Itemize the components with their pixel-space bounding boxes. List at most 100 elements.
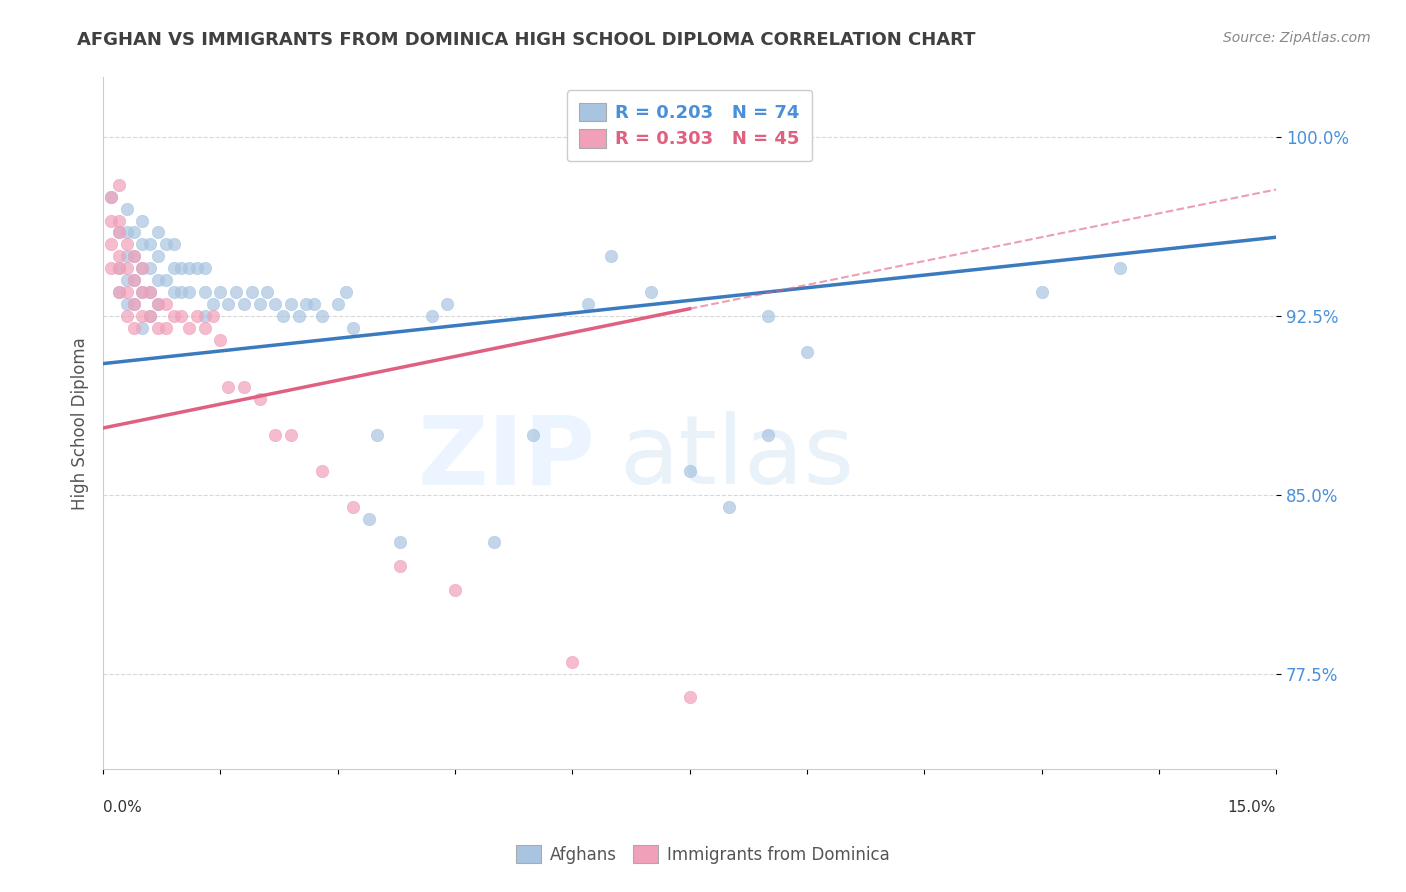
- Point: [107, 213, 129, 227]
- Point: [162, 237, 184, 252]
- Point: [522, 428, 544, 442]
- Point: [146, 273, 169, 287]
- Point: [194, 261, 217, 276]
- Point: [124, 297, 146, 311]
- Point: [131, 261, 153, 276]
- Point: [201, 297, 224, 311]
- Point: [107, 285, 129, 299]
- Point: [756, 428, 779, 442]
- Text: AFGHAN VS IMMIGRANTS FROM DOMINICA HIGH SCHOOL DIPLOMA CORRELATION CHART: AFGHAN VS IMMIGRANTS FROM DOMINICA HIGH …: [77, 31, 976, 49]
- Point: [186, 309, 208, 323]
- Point: [217, 380, 239, 394]
- Point: [342, 500, 364, 514]
- Point: [115, 285, 138, 299]
- Legend: R = 0.203   N = 74, R = 0.303   N = 45: R = 0.203 N = 74, R = 0.303 N = 45: [567, 90, 813, 161]
- Legend: Afghans, Immigrants from Dominica: Afghans, Immigrants from Dominica: [510, 838, 896, 871]
- Point: [115, 309, 138, 323]
- Point: [756, 309, 779, 323]
- Point: [389, 535, 412, 549]
- Point: [249, 392, 271, 407]
- Point: [146, 226, 169, 240]
- Point: [124, 273, 146, 287]
- Point: [146, 297, 169, 311]
- Point: [170, 309, 193, 323]
- Point: [179, 261, 201, 276]
- Point: [179, 321, 201, 335]
- Point: [295, 297, 318, 311]
- Point: [194, 309, 217, 323]
- Point: [131, 321, 153, 335]
- Point: [194, 285, 217, 299]
- Point: [146, 249, 169, 263]
- Point: [107, 226, 129, 240]
- Point: [1108, 261, 1130, 276]
- Point: [366, 428, 388, 442]
- Point: [124, 249, 146, 263]
- Point: [155, 273, 177, 287]
- Point: [155, 237, 177, 252]
- Point: [420, 309, 443, 323]
- Point: [561, 655, 583, 669]
- Point: [796, 344, 818, 359]
- Point: [304, 297, 326, 311]
- Text: Source: ZipAtlas.com: Source: ZipAtlas.com: [1223, 31, 1371, 45]
- Point: [436, 297, 458, 311]
- Point: [600, 249, 623, 263]
- Point: [100, 261, 122, 276]
- Point: [115, 273, 138, 287]
- Point: [155, 321, 177, 335]
- Point: [107, 261, 129, 276]
- Point: [225, 285, 247, 299]
- Point: [217, 297, 239, 311]
- Point: [107, 226, 129, 240]
- Point: [155, 297, 177, 311]
- Point: [640, 285, 662, 299]
- Point: [107, 178, 129, 192]
- Point: [115, 261, 138, 276]
- Point: [678, 464, 700, 478]
- Point: [326, 297, 349, 311]
- Point: [576, 297, 599, 311]
- Point: [115, 202, 138, 216]
- Point: [678, 690, 700, 705]
- Point: [444, 583, 467, 598]
- Point: [107, 285, 129, 299]
- Text: 15.0%: 15.0%: [1227, 799, 1277, 814]
- Point: [100, 237, 122, 252]
- Point: [162, 285, 184, 299]
- Point: [232, 297, 254, 311]
- Point: [115, 226, 138, 240]
- Text: atlas: atlas: [619, 411, 855, 504]
- Point: [264, 297, 287, 311]
- Point: [170, 261, 193, 276]
- Point: [311, 464, 333, 478]
- Point: [146, 321, 169, 335]
- Point: [482, 535, 505, 549]
- Point: [100, 213, 122, 227]
- Point: [287, 309, 309, 323]
- Point: [357, 511, 380, 525]
- Point: [131, 261, 153, 276]
- Point: [194, 321, 217, 335]
- Point: [232, 380, 254, 394]
- Point: [124, 226, 146, 240]
- Point: [146, 297, 169, 311]
- Y-axis label: High School Diploma: High School Diploma: [72, 337, 89, 509]
- Point: [139, 237, 162, 252]
- Point: [170, 285, 193, 299]
- Point: [139, 309, 162, 323]
- Point: [717, 500, 740, 514]
- Point: [107, 249, 129, 263]
- Point: [335, 285, 357, 299]
- Point: [249, 297, 271, 311]
- Point: [124, 249, 146, 263]
- Text: 0.0%: 0.0%: [103, 799, 142, 814]
- Point: [100, 189, 122, 203]
- Point: [124, 321, 146, 335]
- Point: [186, 261, 208, 276]
- Point: [162, 309, 184, 323]
- Point: [107, 261, 129, 276]
- Point: [131, 213, 153, 227]
- Point: [280, 428, 302, 442]
- Point: [131, 237, 153, 252]
